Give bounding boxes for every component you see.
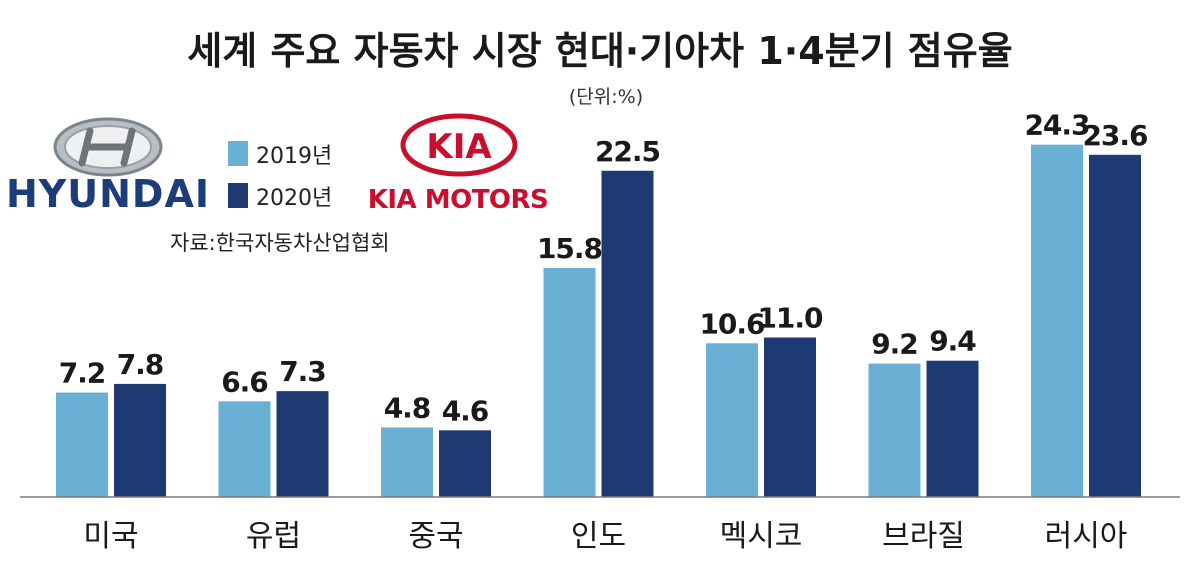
value-label-2019-6: 24.3 — [1024, 109, 1089, 142]
legend: 2019년 2020년 — [228, 141, 332, 211]
category-labels-group: 미국 유럽 중국 인도 멕시코 브라질 러시아 — [83, 519, 1127, 554]
value-label-2019-4: 10.6 — [699, 307, 764, 340]
bars-group — [56, 144, 1141, 498]
value-labels-group: 7.2 7.8 6.6 7.3 4.8 4.6 15.8 22.5 10.611.0 9.2 9.4… — [59, 109, 1149, 428]
category-label-1: 유럽 — [246, 519, 301, 554]
kia-logo: KIA KIA MOTORS — [368, 113, 549, 215]
legend-swatch-2019 — [228, 141, 248, 166]
value-label-2020-3: 22.5 — [595, 135, 660, 168]
bar-2019-6 — [1031, 144, 1083, 497]
legend-label-2019: 2019년 — [256, 144, 332, 169]
value-label-2020-0: 7.8 — [117, 348, 164, 381]
bar-2019-0 — [56, 392, 108, 497]
bar-2019-4 — [706, 343, 758, 497]
value-label-2020-2: 4.6 — [442, 394, 489, 427]
category-label-5: 브라질 — [882, 519, 965, 554]
bar-2019-3 — [543, 267, 596, 497]
value-label-2019-3: 15.8 — [537, 232, 602, 265]
kia-wordmark: KIA MOTORS — [368, 185, 549, 215]
hyundai-logo: HYUNDAI — [6, 117, 210, 216]
bar-2020-4 — [764, 337, 816, 497]
value-label-2019-1: 6.6 — [221, 365, 268, 398]
bar-2020-0 — [114, 383, 166, 497]
bar-2020-6 — [1089, 154, 1141, 498]
value-label-2019-2: 4.8 — [384, 391, 431, 424]
value-label-2020-5: 9.4 — [929, 325, 976, 358]
category-label-2: 중국 — [408, 519, 463, 554]
source-label: 자료:한국자동차산업협회 — [170, 231, 390, 255]
hyundai-emblem-icon — [53, 117, 163, 177]
value-label-2020-6: 23.6 — [1082, 119, 1147, 152]
value-label-2020-4: 11.0 — [757, 302, 823, 335]
chart-title: 세계 주요 자동차 시장 현대·기아차 1·4분기 점유율 — [187, 29, 1012, 73]
value-label-2020-1: 7.3 — [279, 355, 326, 388]
bar-2019-5 — [868, 363, 921, 497]
legend-label-2020: 2020년 — [256, 186, 332, 211]
legend-swatch-2020 — [228, 183, 248, 208]
hyundai-wordmark: HYUNDAI — [6, 172, 210, 216]
value-label-2019-0: 7.2 — [59, 357, 106, 390]
bar-2019-2 — [381, 427, 433, 497]
bar-2020-1 — [276, 391, 329, 497]
category-label-6: 러시아 — [1045, 519, 1128, 554]
bar-2020-2 — [439, 430, 491, 497]
bar-2020-3 — [601, 170, 654, 497]
value-label-2019-5: 9.2 — [871, 328, 918, 361]
bar-2020-5 — [926, 360, 979, 497]
category-label-4: 멕시코 — [720, 519, 803, 554]
unit-label: (단위:%) — [569, 86, 643, 108]
kia-emblem-icon — [400, 113, 518, 177]
category-label-3: 인도 — [571, 519, 626, 554]
kia-emblem-text: KIA — [426, 127, 492, 167]
bar-2019-1 — [218, 401, 271, 497]
category-label-0: 미국 — [83, 519, 138, 554]
